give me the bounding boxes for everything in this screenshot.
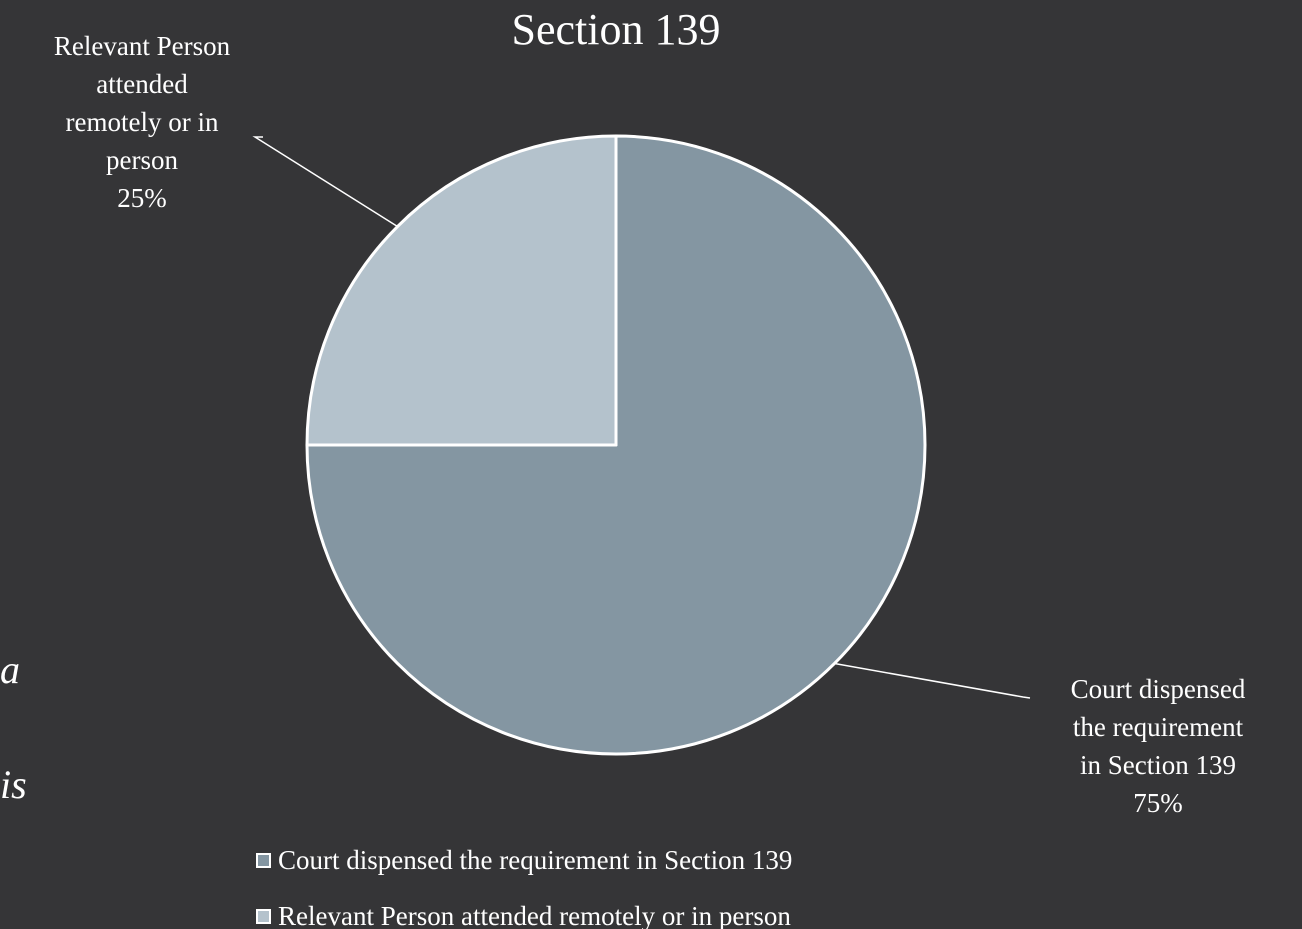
- legend-label: Relevant Person attended remotely or in …: [278, 900, 791, 929]
- leader-line: [252, 136, 398, 228]
- data-label-line: remotely or in: [66, 107, 219, 137]
- chart-legend: Court dispensed the requirement in Secti…: [256, 842, 792, 929]
- leader-line: [834, 662, 1031, 699]
- legend-item: Court dispensed the requirement in Secti…: [256, 842, 792, 878]
- legend-label: Court dispensed the requirement in Secti…: [278, 844, 793, 875]
- data-label: Court dispensed the requirement in Section…: [1071, 674, 1246, 818]
- pie-slice: [305, 134, 618, 447]
- data-label-line: person: [106, 145, 178, 175]
- legend-swatch: [256, 908, 271, 924]
- data-label-line: Relevant Person: [54, 31, 231, 61]
- background-text-fragment: is: [0, 762, 27, 807]
- data-label-line: in Section 139: [1080, 750, 1236, 780]
- chart-title: Section 139: [512, 5, 721, 54]
- legend-swatch: [256, 852, 271, 868]
- background-text-fragment: a: [0, 647, 20, 692]
- data-label-line: 75%: [1133, 788, 1183, 818]
- data-label-line: the requirement: [1073, 712, 1244, 742]
- data-label: Relevant Person attended remotely or in per…: [54, 31, 231, 213]
- data-label-line: Court dispensed: [1071, 674, 1246, 704]
- data-label-line: 25%: [117, 183, 167, 213]
- legend-item: Relevant Person attended remotely or in …: [256, 898, 792, 929]
- data-label-line: attended: [96, 69, 188, 99]
